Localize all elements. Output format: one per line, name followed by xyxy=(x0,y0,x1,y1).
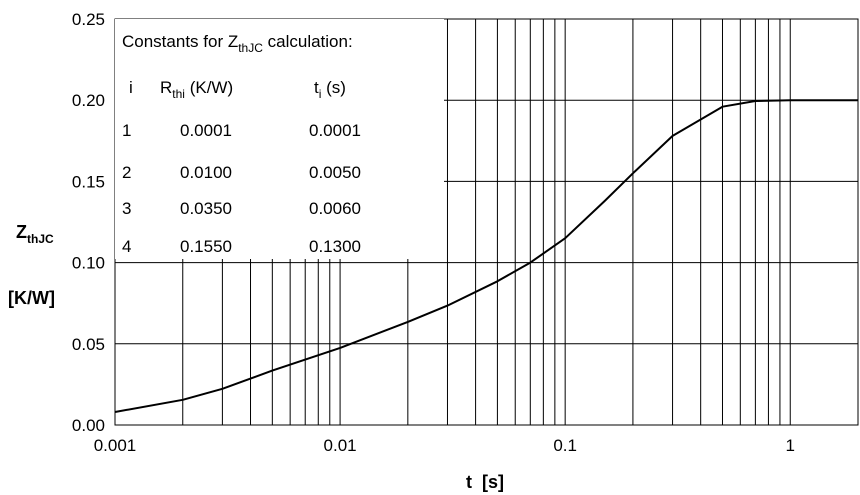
constants-row-t: 0.1300 xyxy=(309,237,361,256)
constants-row-t: 0.0001 xyxy=(309,121,361,140)
y-tick-label: 0.20 xyxy=(72,91,105,110)
series-layer xyxy=(114,99,858,413)
constants-row-i: 4 xyxy=(122,237,131,256)
y-tick-label: 0.15 xyxy=(72,172,105,191)
series-line xyxy=(114,99,858,413)
y-tick-label: 0.05 xyxy=(72,335,105,354)
y-tick-label: 0.00 xyxy=(72,416,105,435)
constants-table: Constants for ZthJC calculation: i Rthi … xyxy=(115,19,444,259)
constants-row-t: 0.0050 xyxy=(309,163,361,182)
constants-row-r: 0.0350 xyxy=(180,199,232,218)
constants-row-i: 3 xyxy=(122,199,131,218)
constants-header-r: Rthi (K/W) xyxy=(160,78,233,101)
x-tick-label: 0.1 xyxy=(553,436,577,455)
constants-row-r: 0.1550 xyxy=(180,237,232,256)
x-axis-title: t [s] xyxy=(466,472,504,492)
constants-table-background xyxy=(115,19,444,259)
y-tick-label: 0.25 xyxy=(72,10,105,29)
constants-header-t: ti (s) xyxy=(314,78,346,101)
constants-table-title: Constants for ZthJC calculation: xyxy=(122,32,353,55)
x-tick-label: 0.01 xyxy=(324,436,357,455)
x-tick-label: 1 xyxy=(786,436,795,455)
constants-row-t: 0.0060 xyxy=(309,199,361,218)
constants-row-i: 2 xyxy=(122,163,131,182)
constants-row-i: 1 xyxy=(122,121,131,140)
y-tick-label: 0.10 xyxy=(72,254,105,273)
tick-labels: 0.00 0.05 0.10 0.15 0.20 0.25 0.001 0.01 0.1 1 xyxy=(72,10,795,455)
constants-row-r: 0.0001 xyxy=(180,121,232,140)
y-axis-title: ZthJC xyxy=(16,222,54,246)
y-axis-unit: [K/W] xyxy=(8,288,55,308)
constants-rows: 1 0.0001 0.0001 2 0.0100 0.0050 3 0.0350 0.0060 4… xyxy=(122,121,361,256)
constants-row-r: 0.0100 xyxy=(180,163,232,182)
x-tick-label: 0.001 xyxy=(94,436,137,455)
constants-header-i: i xyxy=(129,78,133,97)
